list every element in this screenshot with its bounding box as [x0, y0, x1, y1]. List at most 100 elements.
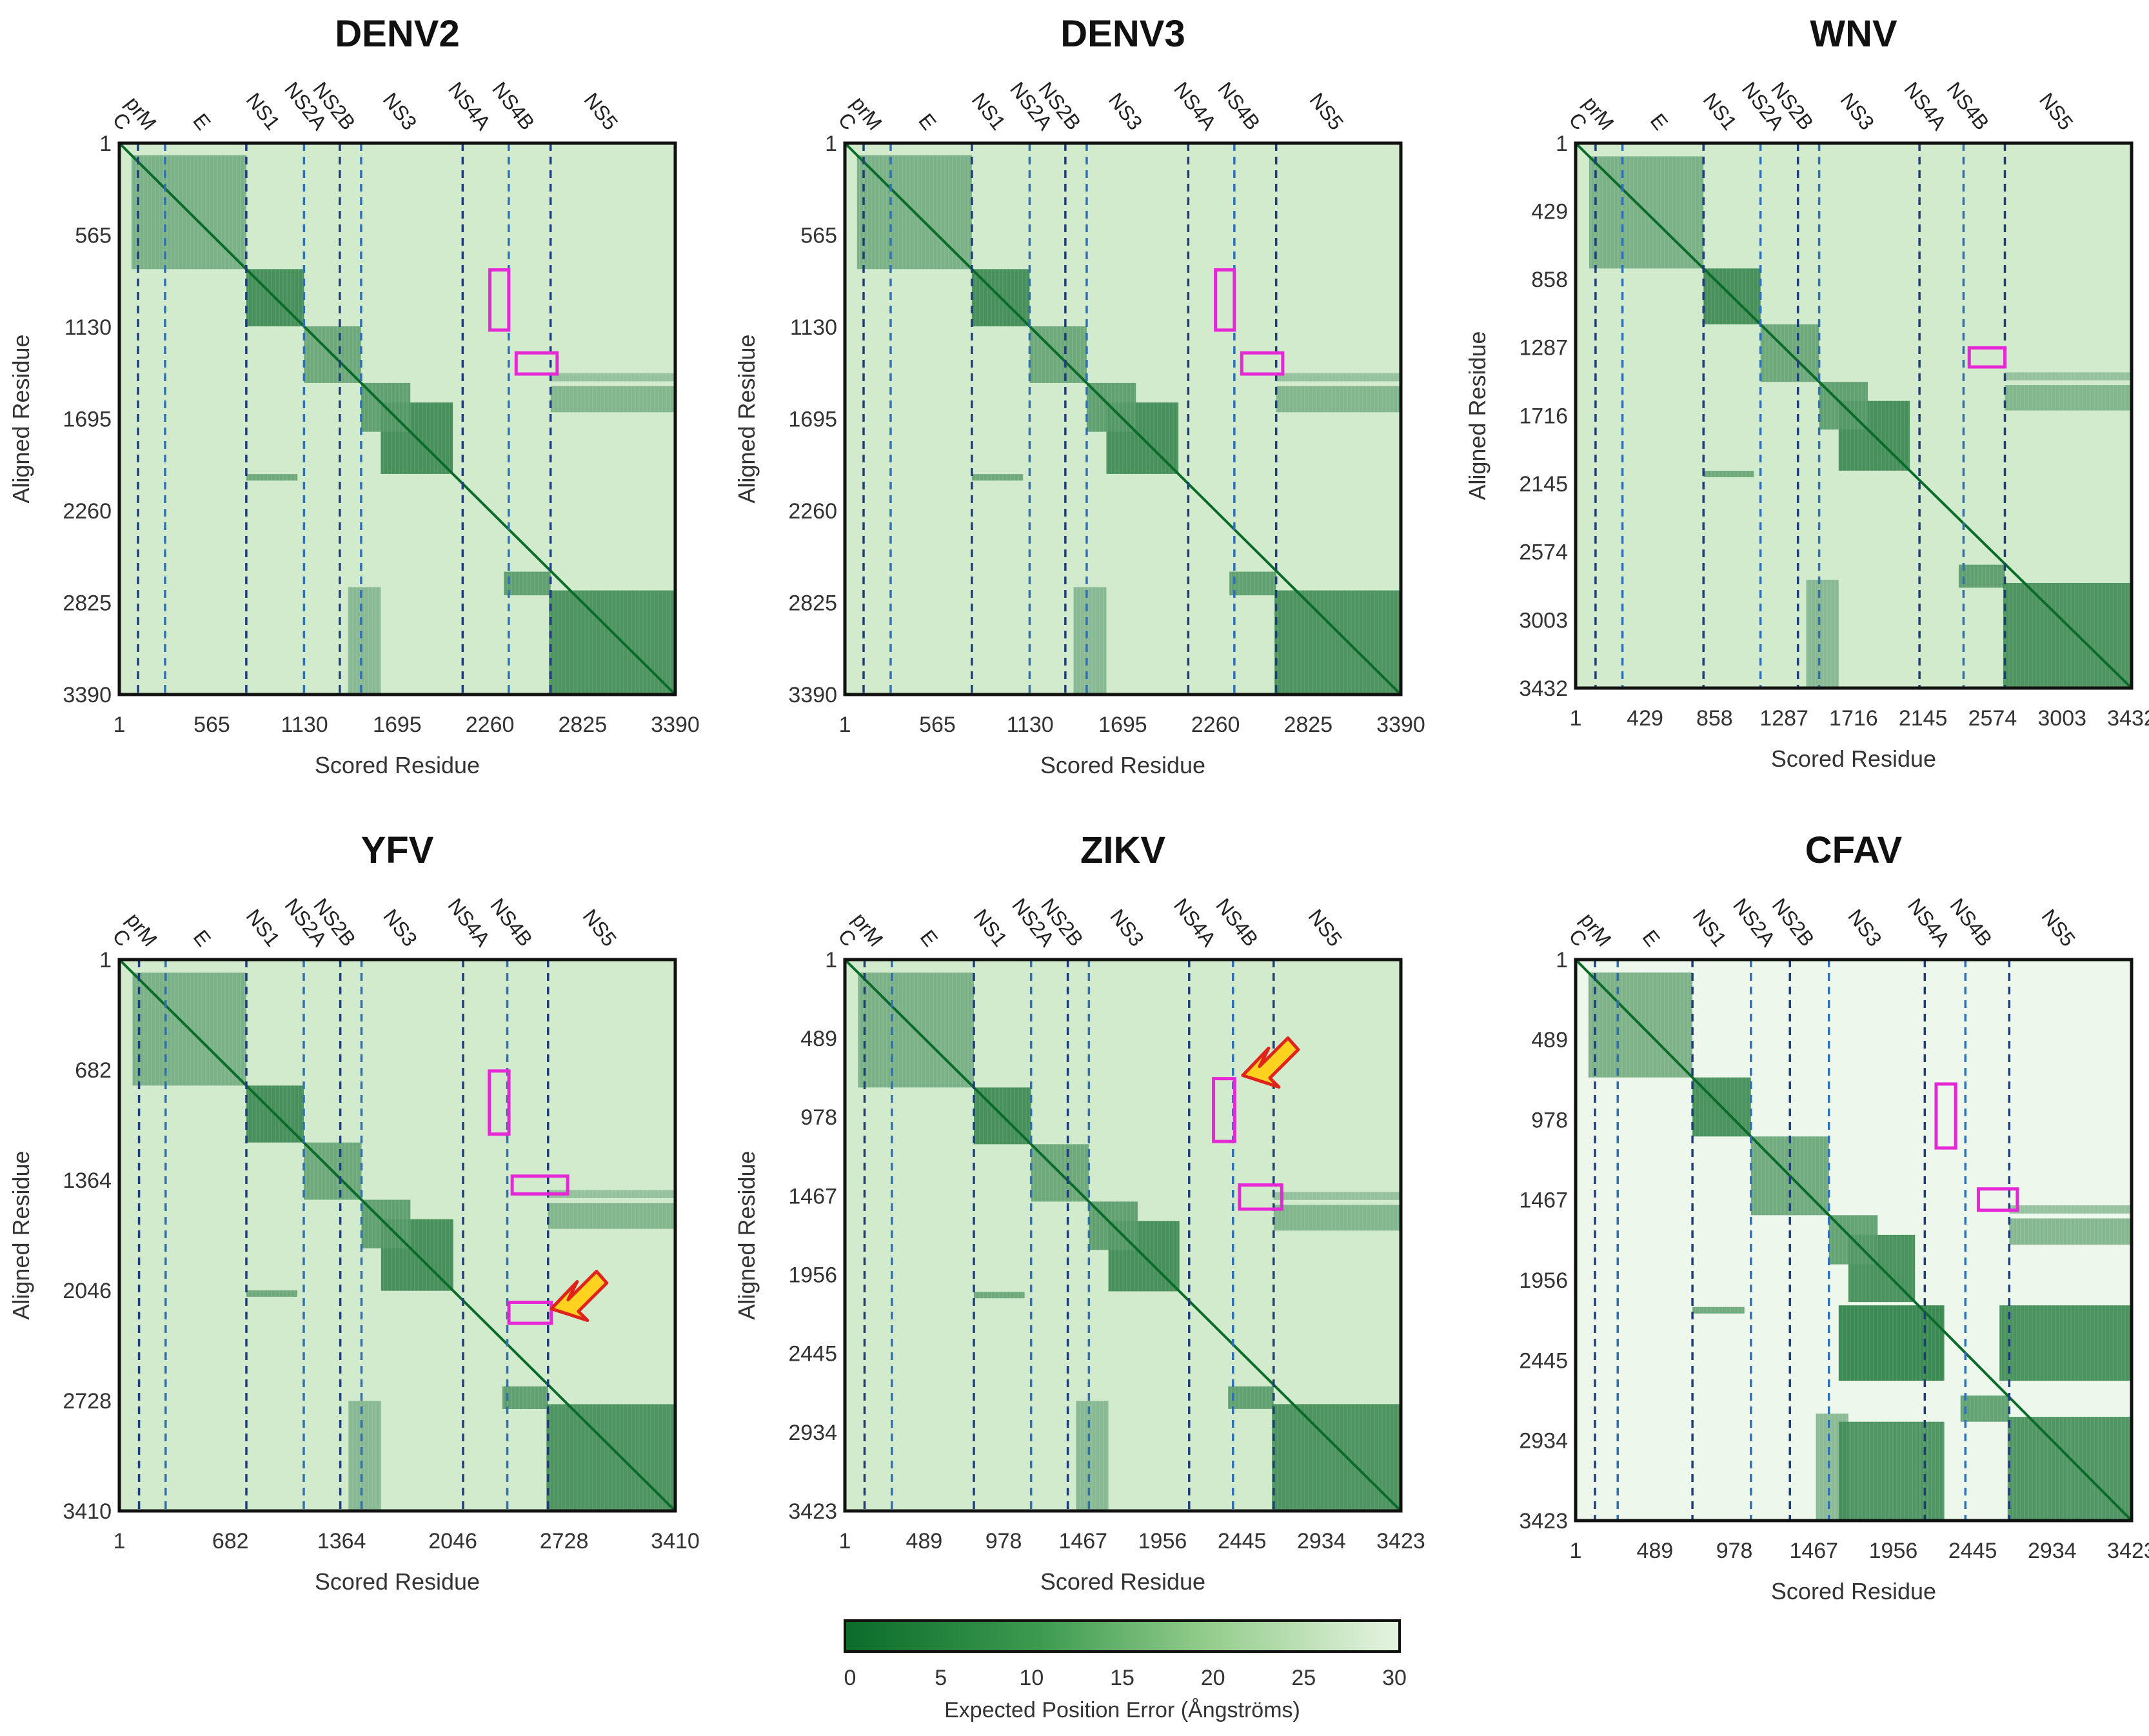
y-tick-label: 1364: [63, 1169, 112, 1193]
region-label: NS4B: [1943, 77, 1994, 134]
panel-title: ZIKV: [1080, 829, 1165, 871]
x-tick-label: 1: [114, 1529, 126, 1554]
region-label: NS1: [969, 905, 1013, 951]
region-label: prM: [121, 92, 161, 135]
region-label: NS4A: [1903, 894, 1955, 951]
heatmap-block-texture: [348, 587, 381, 695]
colorbar-label: Expected Position Error (Ångströms): [944, 1698, 1300, 1722]
heatmap-block-texture: [1273, 1205, 1401, 1231]
y-tick-label: 1467: [1519, 1189, 1568, 1213]
highlight-arrow: [550, 1269, 609, 1322]
region-label: prM: [1576, 909, 1616, 951]
highlight-arrow: [1241, 1036, 1300, 1089]
heatmap-diagonal: [118, 958, 677, 1512]
y-tick-label: 1: [825, 132, 837, 156]
x-tick-label: 1695: [373, 713, 422, 737]
heatmap-block-texture: [1228, 1386, 1274, 1409]
region-separators: [137, 143, 552, 695]
x-tick-label: 2260: [1191, 713, 1240, 737]
region-label: NS5: [1304, 905, 1347, 951]
heatmap-diagonal: [844, 142, 1402, 696]
heatmap-block-texture: [2003, 582, 2132, 688]
heatmap-block-texture: [1272, 1404, 1401, 1511]
heatmap-block-texture: [1838, 1421, 1945, 1521]
panel-title: YFV: [361, 829, 434, 871]
highlight-box: [1238, 1183, 1283, 1211]
y-tick-label: 3390: [788, 683, 837, 707]
region-label: E: [1638, 925, 1665, 951]
colorbar-tick-label: 20: [1201, 1666, 1225, 1690]
y-tick-label: 1: [99, 948, 112, 972]
y-tick-label: 858: [1531, 268, 1568, 292]
x-tick-label: 2574: [1968, 706, 2017, 731]
y-tick-label: 1695: [63, 407, 112, 431]
region-label: NS5: [1305, 88, 1349, 134]
region-label: NS1: [1699, 88, 1742, 134]
y-tick-label: 3423: [788, 1499, 837, 1524]
region-label: NS1: [242, 88, 285, 134]
x-tick-label: 3003: [2037, 706, 2086, 731]
x-tick-label: 489: [1637, 1539, 1674, 1563]
highlight-box: [1214, 268, 1236, 332]
heatmap-frame: [117, 141, 677, 696]
x-tick-label: 2728: [540, 1529, 589, 1554]
y-tick-label: 2260: [788, 499, 837, 524]
y-tick-label: 2145: [1519, 472, 1568, 497]
x-tick-label: 3390: [1376, 713, 1425, 737]
x-axis-label: Scored Residue: [315, 1568, 480, 1595]
heatmap-block-texture: [548, 1203, 675, 1229]
x-tick-label: 1: [839, 1529, 851, 1554]
x-tick-label: 1695: [1098, 713, 1147, 737]
highlight-box: [510, 1174, 569, 1196]
x-tick-label: 2825: [558, 713, 607, 737]
region-label: NS5: [580, 88, 623, 134]
colorbar-tick-label: 5: [935, 1666, 947, 1690]
y-tick-label: 1: [99, 132, 112, 156]
region-label: NS4B: [488, 77, 539, 134]
heatmap-block-texture: [348, 1401, 381, 1511]
x-tick-label: 1956: [1869, 1539, 1918, 1563]
y-tick-label: 3432: [1519, 676, 1568, 701]
x-tick-label: 1467: [1058, 1529, 1107, 1554]
y-tick-label: 978: [800, 1105, 837, 1130]
region-label: NS3: [1836, 88, 1879, 134]
x-axis-label: Scored Residue: [1040, 752, 1205, 778]
panel-title: WNV: [1810, 13, 1897, 55]
y-tick-label: 2825: [63, 591, 112, 615]
region-label: NS3: [1843, 905, 1887, 951]
heatmap-diagonal: [1574, 958, 2133, 1522]
panel-title: CFAV: [1805, 829, 1903, 871]
heatmap-block-texture: [1838, 1305, 1945, 1381]
x-tick-label: 3410: [651, 1529, 700, 1554]
panel-title: DENV3: [1060, 13, 1185, 55]
heatmap-block-texture: [2009, 1218, 2132, 1245]
region-label: prM: [847, 909, 887, 951]
region-label: NS2A: [1728, 894, 1780, 951]
heatmap-diagonal: [1574, 142, 2133, 689]
heatmap-block-texture: [1076, 1401, 1109, 1511]
x-tick-label: 489: [906, 1529, 943, 1554]
colorbar-tick-label: 0: [844, 1666, 857, 1690]
x-tick-label: 2934: [2028, 1539, 2077, 1563]
heatmap-block-texture: [1274, 590, 1401, 695]
y-tick-label: 1: [825, 948, 837, 972]
x-tick-label: 682: [212, 1529, 249, 1554]
heatmap-cells: [131, 155, 675, 695]
y-tick-label: 2260: [63, 499, 112, 524]
x-tick-label: 2825: [1283, 713, 1332, 737]
heatmap-block-texture: [1999, 1305, 2132, 1381]
y-tick-label: 1: [1556, 948, 1568, 972]
region-label: NS5: [2035, 88, 2078, 134]
region-label: NS4A: [1169, 894, 1221, 951]
heatmap-frame: [1574, 958, 2134, 1523]
heatmap-block-texture: [546, 1404, 675, 1511]
region-label: NS1: [242, 905, 285, 951]
region-separators: [1594, 143, 2006, 688]
region-label: NS4B: [1213, 77, 1265, 134]
x-tick-label: 1: [114, 713, 126, 737]
heatmap-block-texture: [1958, 564, 2005, 588]
y-tick-label: 489: [1531, 1028, 1568, 1052]
